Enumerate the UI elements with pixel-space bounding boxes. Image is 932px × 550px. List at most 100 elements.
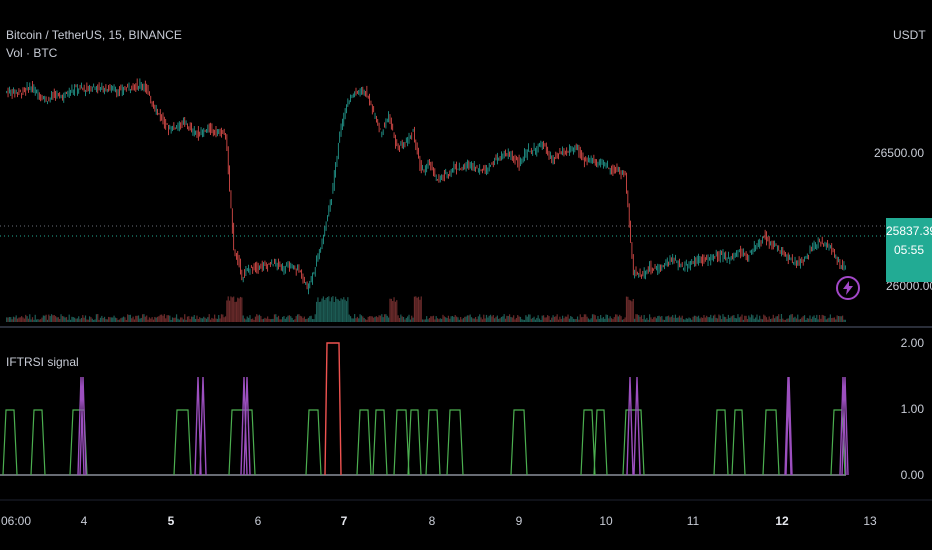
volume-bar bbox=[636, 314, 638, 322]
volume-bar bbox=[473, 318, 475, 322]
volume-bar bbox=[95, 314, 97, 322]
volume-bar bbox=[140, 317, 142, 322]
volume-bar bbox=[181, 317, 183, 322]
volume-bar bbox=[302, 318, 304, 322]
volume-bar bbox=[84, 315, 87, 322]
volume-bar bbox=[264, 317, 266, 322]
volume-bar bbox=[158, 316, 160, 322]
volume-bar bbox=[170, 319, 172, 322]
volume-bar bbox=[646, 317, 648, 322]
volume-bar bbox=[230, 296, 232, 322]
volume-bar bbox=[726, 318, 728, 322]
volume-bar bbox=[761, 319, 764, 322]
volume-bar bbox=[734, 318, 736, 322]
volume-bar bbox=[706, 315, 708, 322]
volume-bar bbox=[340, 298, 342, 322]
volume-bar bbox=[778, 314, 780, 322]
volume-bar bbox=[238, 298, 240, 322]
volume-bar bbox=[231, 297, 233, 322]
volume-bar bbox=[661, 315, 663, 322]
volume-bar bbox=[719, 315, 721, 322]
volume-bar bbox=[196, 315, 198, 322]
volume-bar bbox=[529, 314, 531, 322]
volume-bar bbox=[103, 316, 106, 322]
volume-bar bbox=[219, 318, 221, 322]
volume-bar bbox=[836, 315, 838, 322]
volume-bar bbox=[824, 315, 826, 322]
volume-bar bbox=[349, 316, 352, 322]
signal-purple-spike bbox=[194, 376, 207, 476]
volume-bar bbox=[306, 318, 308, 322]
volume-bar bbox=[192, 316, 194, 322]
volume-bar bbox=[687, 318, 689, 322]
time-tick-label: 4 bbox=[80, 514, 88, 528]
last-price-value: 25837.39 bbox=[886, 224, 932, 238]
volume-bar bbox=[253, 319, 255, 322]
symbol-title[interactable]: Bitcoin / TetherUS, 15, BINANCE bbox=[6, 28, 182, 42]
volume-bar bbox=[222, 314, 224, 322]
volume-bar bbox=[110, 317, 112, 322]
volume-bar bbox=[136, 315, 138, 322]
volume-bar bbox=[439, 318, 441, 322]
volume-bar bbox=[137, 315, 140, 322]
volume-bar bbox=[401, 316, 403, 322]
volume-bar bbox=[256, 314, 258, 322]
volume-bar bbox=[672, 315, 674, 322]
volume-bar bbox=[750, 314, 753, 322]
volume-bar bbox=[534, 319, 537, 322]
volume-bar bbox=[695, 315, 697, 322]
volume-bar bbox=[193, 315, 195, 322]
volume-bar bbox=[805, 319, 807, 322]
volume-bar bbox=[116, 318, 118, 322]
volume-bar bbox=[639, 316, 641, 322]
volume-bar bbox=[309, 316, 311, 322]
volume-bar bbox=[431, 316, 433, 322]
volume-bar bbox=[832, 317, 834, 322]
volume-bar bbox=[489, 314, 492, 322]
volume-bar bbox=[146, 315, 148, 322]
volume-bar bbox=[616, 314, 618, 322]
volume-bar bbox=[102, 318, 104, 322]
lightning-icon[interactable] bbox=[836, 276, 860, 300]
volume-bar bbox=[587, 318, 590, 322]
volume-label[interactable]: Vol · BTC bbox=[6, 46, 58, 60]
volume-bar bbox=[749, 317, 751, 322]
volume-bar bbox=[25, 314, 27, 322]
volume-bar bbox=[150, 318, 152, 322]
volume-bar bbox=[718, 314, 720, 322]
volume-bar bbox=[131, 318, 133, 322]
volume-bar bbox=[335, 296, 337, 322]
volume-bar bbox=[151, 317, 153, 322]
volume-bar bbox=[715, 317, 717, 322]
volume-bar bbox=[651, 319, 653, 322]
volume-bar bbox=[204, 317, 206, 322]
volume-bar bbox=[367, 316, 369, 322]
signal-green-pulse bbox=[407, 409, 422, 476]
volume-bar bbox=[135, 315, 137, 322]
volume-bar bbox=[375, 316, 377, 322]
volume-bar bbox=[125, 319, 127, 322]
volume-bar bbox=[286, 317, 288, 322]
signal-green-pulse bbox=[762, 409, 780, 476]
volume-bar bbox=[515, 317, 517, 322]
volume-bar bbox=[303, 316, 305, 322]
volume-bar bbox=[34, 314, 36, 322]
volume-bar bbox=[802, 316, 804, 322]
volume-bar bbox=[733, 315, 735, 322]
volume-bar bbox=[568, 318, 570, 322]
indicator-title[interactable]: IFTRSI signal bbox=[6, 355, 79, 369]
volume-bar bbox=[670, 316, 672, 322]
volume-bar bbox=[105, 319, 107, 322]
volume-bar bbox=[76, 318, 78, 322]
volume-bar bbox=[112, 317, 114, 322]
volume-bar bbox=[737, 314, 739, 322]
volume-bar bbox=[378, 315, 380, 322]
volume-bar bbox=[402, 317, 405, 322]
volume-bar bbox=[276, 317, 278, 322]
volume-bar bbox=[257, 315, 259, 322]
volume-bar bbox=[374, 316, 376, 322]
volume-bar bbox=[284, 318, 286, 322]
volume-bar bbox=[768, 316, 770, 322]
volume-bar bbox=[156, 316, 159, 322]
